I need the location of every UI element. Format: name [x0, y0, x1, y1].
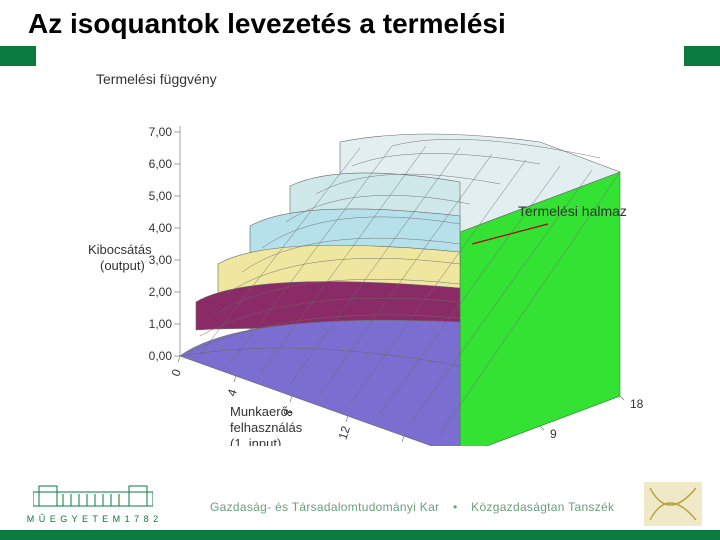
z-tick-6: 6,00 — [149, 157, 173, 171]
bme-logo: M Ű E G Y E T E M 1 7 8 2 — [18, 482, 168, 526]
x-tick-1: 4 — [225, 387, 240, 398]
z-tick-2: 2,00 — [149, 285, 173, 299]
footer-bar — [0, 530, 720, 540]
z-tick-7: 7,00 — [149, 125, 173, 139]
x-axis-label-2: felhasználás — [230, 420, 303, 435]
y-tick-2: 18 — [630, 397, 644, 411]
bme-caption: M Ű E G Y E T E M 1 7 8 2 — [27, 514, 159, 524]
production-surface-chart: 0,00 1,00 2,00 3,00 4,00 5,00 6,00 7,00 — [40, 66, 680, 446]
accent-right — [684, 46, 720, 66]
slide: Az isoquantok levezetés a termelési 0,00… — [0, 0, 720, 540]
x-axis-label-3: (1. input) — [230, 436, 281, 446]
y-tick-1: 9 — [550, 427, 557, 441]
x-tick-0: 0 — [169, 367, 184, 378]
z-tick-5: 5,00 — [149, 189, 173, 203]
z-tick-0: 0,00 — [149, 349, 173, 363]
z-axis-label-1: Kibocsátás — [88, 242, 152, 257]
z-tick-1: 1,00 — [149, 317, 173, 331]
accent-left — [0, 46, 36, 66]
x-axis-label-1: Munkaerő- — [230, 404, 292, 419]
z-tick-4: 4,00 — [149, 221, 173, 235]
z-tick-3: 3,00 — [149, 253, 173, 267]
footer-text: Gazdaság- és Társadalomtudományi Kar • K… — [210, 500, 614, 514]
footer-faculty: Gazdaság- és Társadalomtudományi Kar — [210, 500, 439, 514]
kgt-logo — [644, 482, 702, 526]
x-tick-4: 16 — [391, 444, 409, 446]
function-label: Termelési függvény — [96, 71, 217, 87]
x-tick-3: 12 — [335, 424, 353, 441]
footer-separator-icon: • — [453, 500, 458, 514]
footer-department: Közgazdaságtan Tanszék — [471, 500, 614, 514]
annotation-right: Termelési halmaz — [518, 203, 627, 219]
slide-title: Az isoquantok levezetés a termelési — [28, 8, 506, 40]
z-axis-label-2: (output) — [100, 258, 145, 273]
footer: M Ű E G Y E T E M 1 7 8 2 Gazdaság- és T… — [0, 476, 720, 540]
